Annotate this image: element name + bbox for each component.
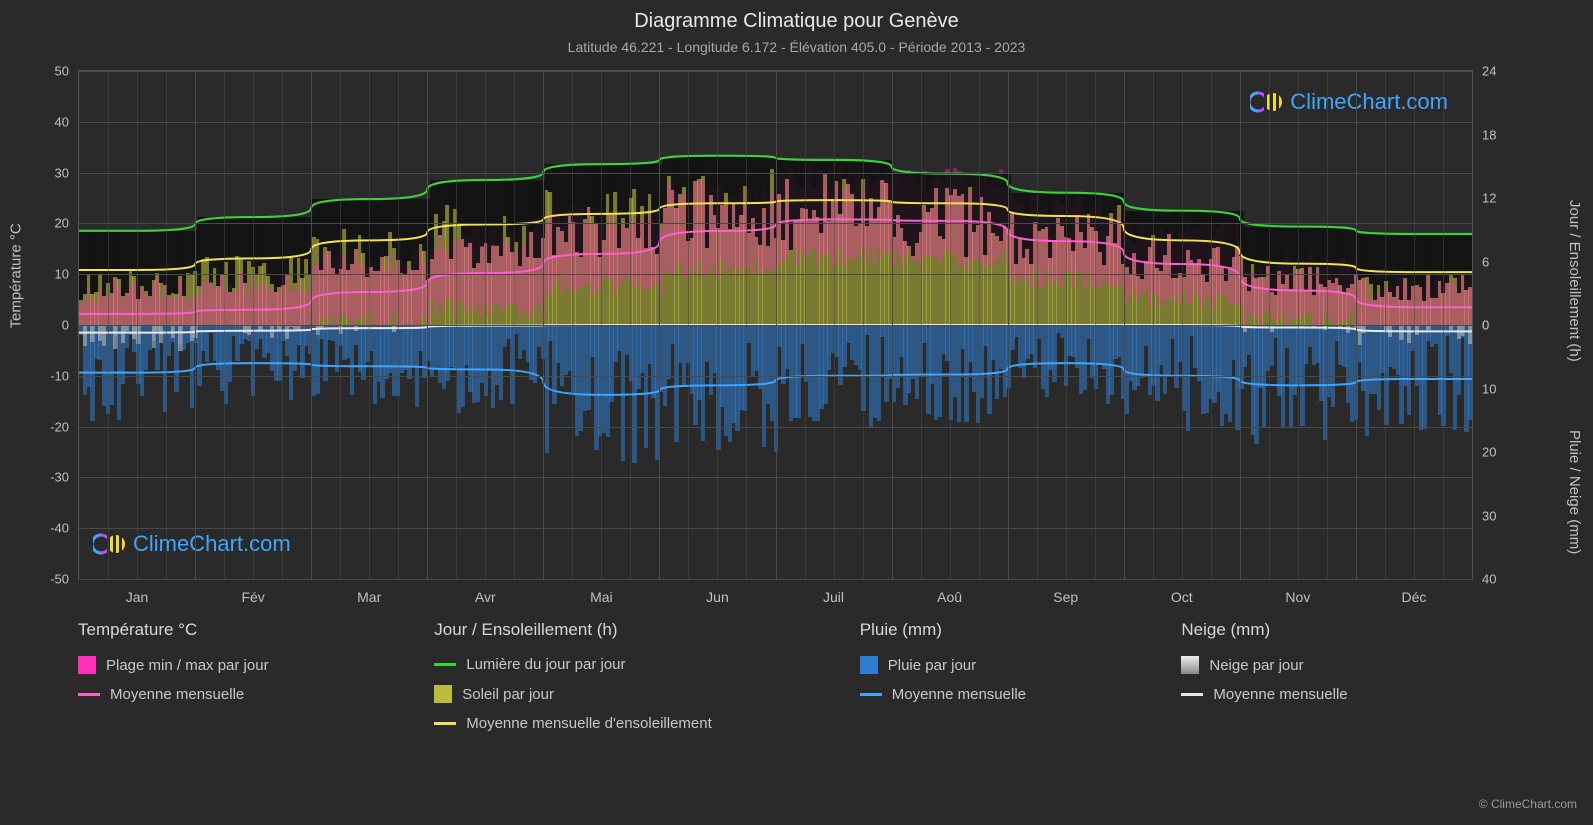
legend-item-sun-day: Soleil par jour: [434, 685, 850, 703]
legend-item-snow-mean: Moyenne mensuelle: [1181, 686, 1493, 703]
y-right-top-tick: 24: [1482, 64, 1496, 79]
legend-item-temp-range: Plage min / max par jour: [78, 656, 424, 674]
x-month-label: Mai: [590, 589, 613, 605]
legend-header: Jour / Ensoleillement (h): [434, 620, 850, 640]
y-left-tick: -30: [50, 470, 69, 485]
legend-col-snow: Neige (mm) Neige par jour Moyenne mensue…: [1181, 620, 1493, 732]
y-right-top-axis-title: Jour / Ensoleillement (h): [1566, 200, 1583, 362]
swatch-rain: [860, 656, 878, 674]
legend-col-temperature: Température °C Plage min / max par jour …: [78, 620, 424, 732]
y-left-tick: 0: [62, 318, 69, 333]
x-month-label: Jan: [126, 589, 149, 605]
legend-header: Température °C: [78, 620, 424, 640]
y-right-bottom-tick: 0: [1482, 318, 1489, 333]
watermark-text: ClimeChart.com: [133, 531, 291, 557]
swatch-rain-mean: [860, 693, 882, 696]
y-left-tick: 40: [55, 114, 69, 129]
y-right-bottom-axis-title: Pluie / Neige (mm): [1566, 430, 1583, 554]
legend-item-daylight: Lumière du jour par jour: [434, 656, 850, 673]
legend-col-daylight: Jour / Ensoleillement (h) Lumière du jou…: [434, 620, 850, 732]
y-left-tick: -20: [50, 419, 69, 434]
y-left-tick: 30: [55, 165, 69, 180]
legend-item-temp-mean: Moyenne mensuelle: [78, 686, 424, 703]
x-month-label: Fév: [241, 589, 264, 605]
legend-col-rain: Pluie (mm) Pluie par jour Moyenne mensue…: [860, 620, 1172, 732]
watermark-text: ClimeChart.com: [1290, 89, 1448, 115]
chart-title: Diagramme Climatique pour Genève: [0, 0, 1593, 33]
y-right-bottom-tick: 20: [1482, 445, 1496, 460]
y-right-bottom-tick: 30: [1482, 508, 1496, 523]
x-month-label: Juil: [823, 589, 844, 605]
y-right-bottom-tick: 10: [1482, 381, 1496, 396]
chart-subtitle: Latitude 46.221 - Longitude 6.172 - Élév…: [0, 33, 1593, 55]
copyright: © ClimeChart.com: [1479, 797, 1577, 811]
y-left-tick: 20: [55, 216, 69, 231]
legend-header: Pluie (mm): [860, 620, 1172, 640]
legend: Température °C Plage min / max par jour …: [78, 620, 1493, 732]
swatch-temp-mean: [78, 693, 100, 696]
watermark-bottom: ClimeChart.com: [93, 531, 291, 557]
y-left-tick: 10: [55, 267, 69, 282]
logo-icon: [1250, 89, 1284, 115]
x-month-label: Déc: [1402, 589, 1427, 605]
legend-item-snow-day: Neige par jour: [1181, 656, 1493, 674]
x-month-label: Mar: [357, 589, 381, 605]
y-left-tick: -10: [50, 368, 69, 383]
climate-chart: Diagramme Climatique pour Genève Latitud…: [0, 0, 1593, 825]
y-left-tick: -50: [50, 572, 69, 587]
logo-icon: [93, 531, 127, 557]
x-month-label: Aoû: [937, 589, 962, 605]
y-right-top-tick: 6: [1482, 254, 1489, 269]
x-month-label: Sep: [1053, 589, 1078, 605]
legend-item-rain-day: Pluie par jour: [860, 656, 1172, 674]
legend-header: Neige (mm): [1181, 620, 1493, 640]
y-left-tick: -40: [50, 521, 69, 536]
swatch-sun: [434, 685, 452, 703]
x-month-label: Nov: [1285, 589, 1310, 605]
y-left-axis-title: Température °C: [8, 223, 25, 328]
legend-item-sun-mean: Moyenne mensuelle d'ensoleillement: [434, 715, 850, 732]
swatch-sun-mean: [434, 722, 456, 725]
swatch-snow: [1181, 656, 1199, 674]
swatch-daylight: [434, 663, 456, 666]
y-right-top-tick: 18: [1482, 127, 1496, 142]
plot-area: ClimeChart.com ClimeChart.com 5040302010…: [78, 70, 1473, 580]
swatch-snow-mean: [1181, 693, 1203, 696]
watermark-top: ClimeChart.com: [1250, 89, 1448, 115]
swatch-temp-range: [78, 656, 96, 674]
x-month-label: Avr: [475, 589, 496, 605]
legend-item-rain-mean: Moyenne mensuelle: [860, 686, 1172, 703]
y-right-top-tick: 12: [1482, 191, 1496, 206]
y-right-bottom-tick: 40: [1482, 572, 1496, 587]
x-month-label: Oct: [1171, 589, 1193, 605]
x-month-label: Jun: [706, 589, 729, 605]
y-left-tick: 50: [55, 64, 69, 79]
